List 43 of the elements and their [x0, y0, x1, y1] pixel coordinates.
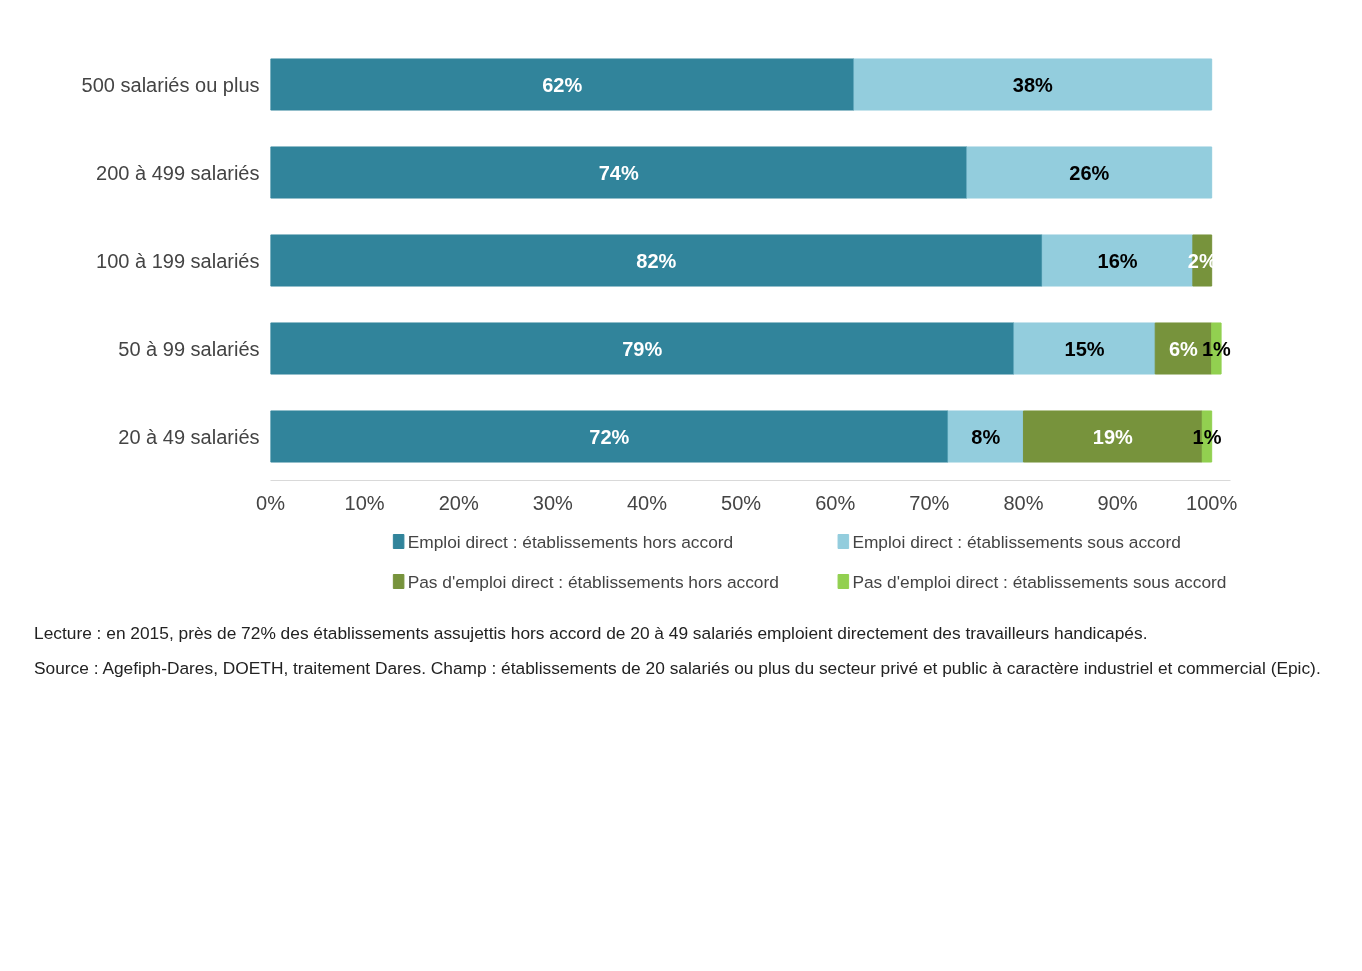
- bar: [1013, 322, 1156, 375]
- x-tick-label: 10%: [344, 491, 385, 514]
- data-label: 79%: [622, 337, 663, 360]
- x-tick-label: 90%: [1097, 491, 1138, 514]
- data-label: 15%: [1064, 337, 1105, 360]
- y-tick-label: 20 à 49 salariés: [118, 425, 260, 448]
- x-tick-label: 40%: [626, 491, 668, 514]
- legend-label: Emploi direct : établissements hors accord: [407, 531, 734, 552]
- data-label: 6%: [1168, 337, 1199, 360]
- source-note: Source : Agefiph-Dares, DOETH, traitement Dares. Champ : établissements de 20 salariés ou plus du secteur privé et public à caractère industriel et commercial (Epic).: [34, 656, 1321, 680]
- x-tick-label: 70%: [909, 491, 950, 514]
- y-tick-label: 100 à 199 salariés: [96, 249, 260, 272]
- data-label: 8%: [971, 425, 1001, 448]
- bar: [270, 58, 855, 111]
- legend-label: Pas d'emploi direct : établissements sous accord: [852, 571, 1227, 592]
- bar: [270, 410, 949, 463]
- bar: [270, 146, 968, 199]
- data-label: 72%: [589, 425, 630, 448]
- data-label: 82%: [636, 249, 677, 272]
- data-label: 74%: [598, 161, 639, 184]
- legend-label: Emploi direct : établissements sous accord: [852, 531, 1181, 552]
- data-label: 26%: [1069, 161, 1110, 184]
- y-tick-label: 200 à 499 salariés: [96, 161, 260, 184]
- x-tick-label: 0%: [256, 491, 286, 514]
- x-tick-label: 60%: [815, 491, 856, 514]
- bar: [270, 234, 1043, 287]
- text: Lecture : en 2015, près de 72% des établissements assujettis hors accord de 20 à 49 salariés emploient directement des travailleurs handicapés.: [34, 622, 1148, 645]
- bar: [853, 58, 1213, 111]
- x-tick-label: 100%: [1186, 491, 1238, 514]
- x-tick-label: 20%: [438, 491, 479, 514]
- bar: [947, 410, 1024, 463]
- y-tick-label: 50 à 99 salariés: [118, 337, 260, 360]
- data-label: 19%: [1092, 425, 1134, 448]
- bar: [270, 322, 1015, 375]
- legend-label: Pas d'emploi direct : établissements hors accord: [407, 571, 779, 592]
- data-label: 16%: [1097, 249, 1138, 272]
- x-tick-label: 50%: [721, 491, 762, 514]
- data-label: 38%: [1012, 73, 1054, 96]
- data-label: 62%: [542, 73, 583, 96]
- x-tick-label: 80%: [1003, 491, 1044, 514]
- x-tick-label: 30%: [532, 491, 574, 514]
- bar: [966, 146, 1213, 199]
- y-tick-label: 500 salariés ou plus: [81, 73, 260, 96]
